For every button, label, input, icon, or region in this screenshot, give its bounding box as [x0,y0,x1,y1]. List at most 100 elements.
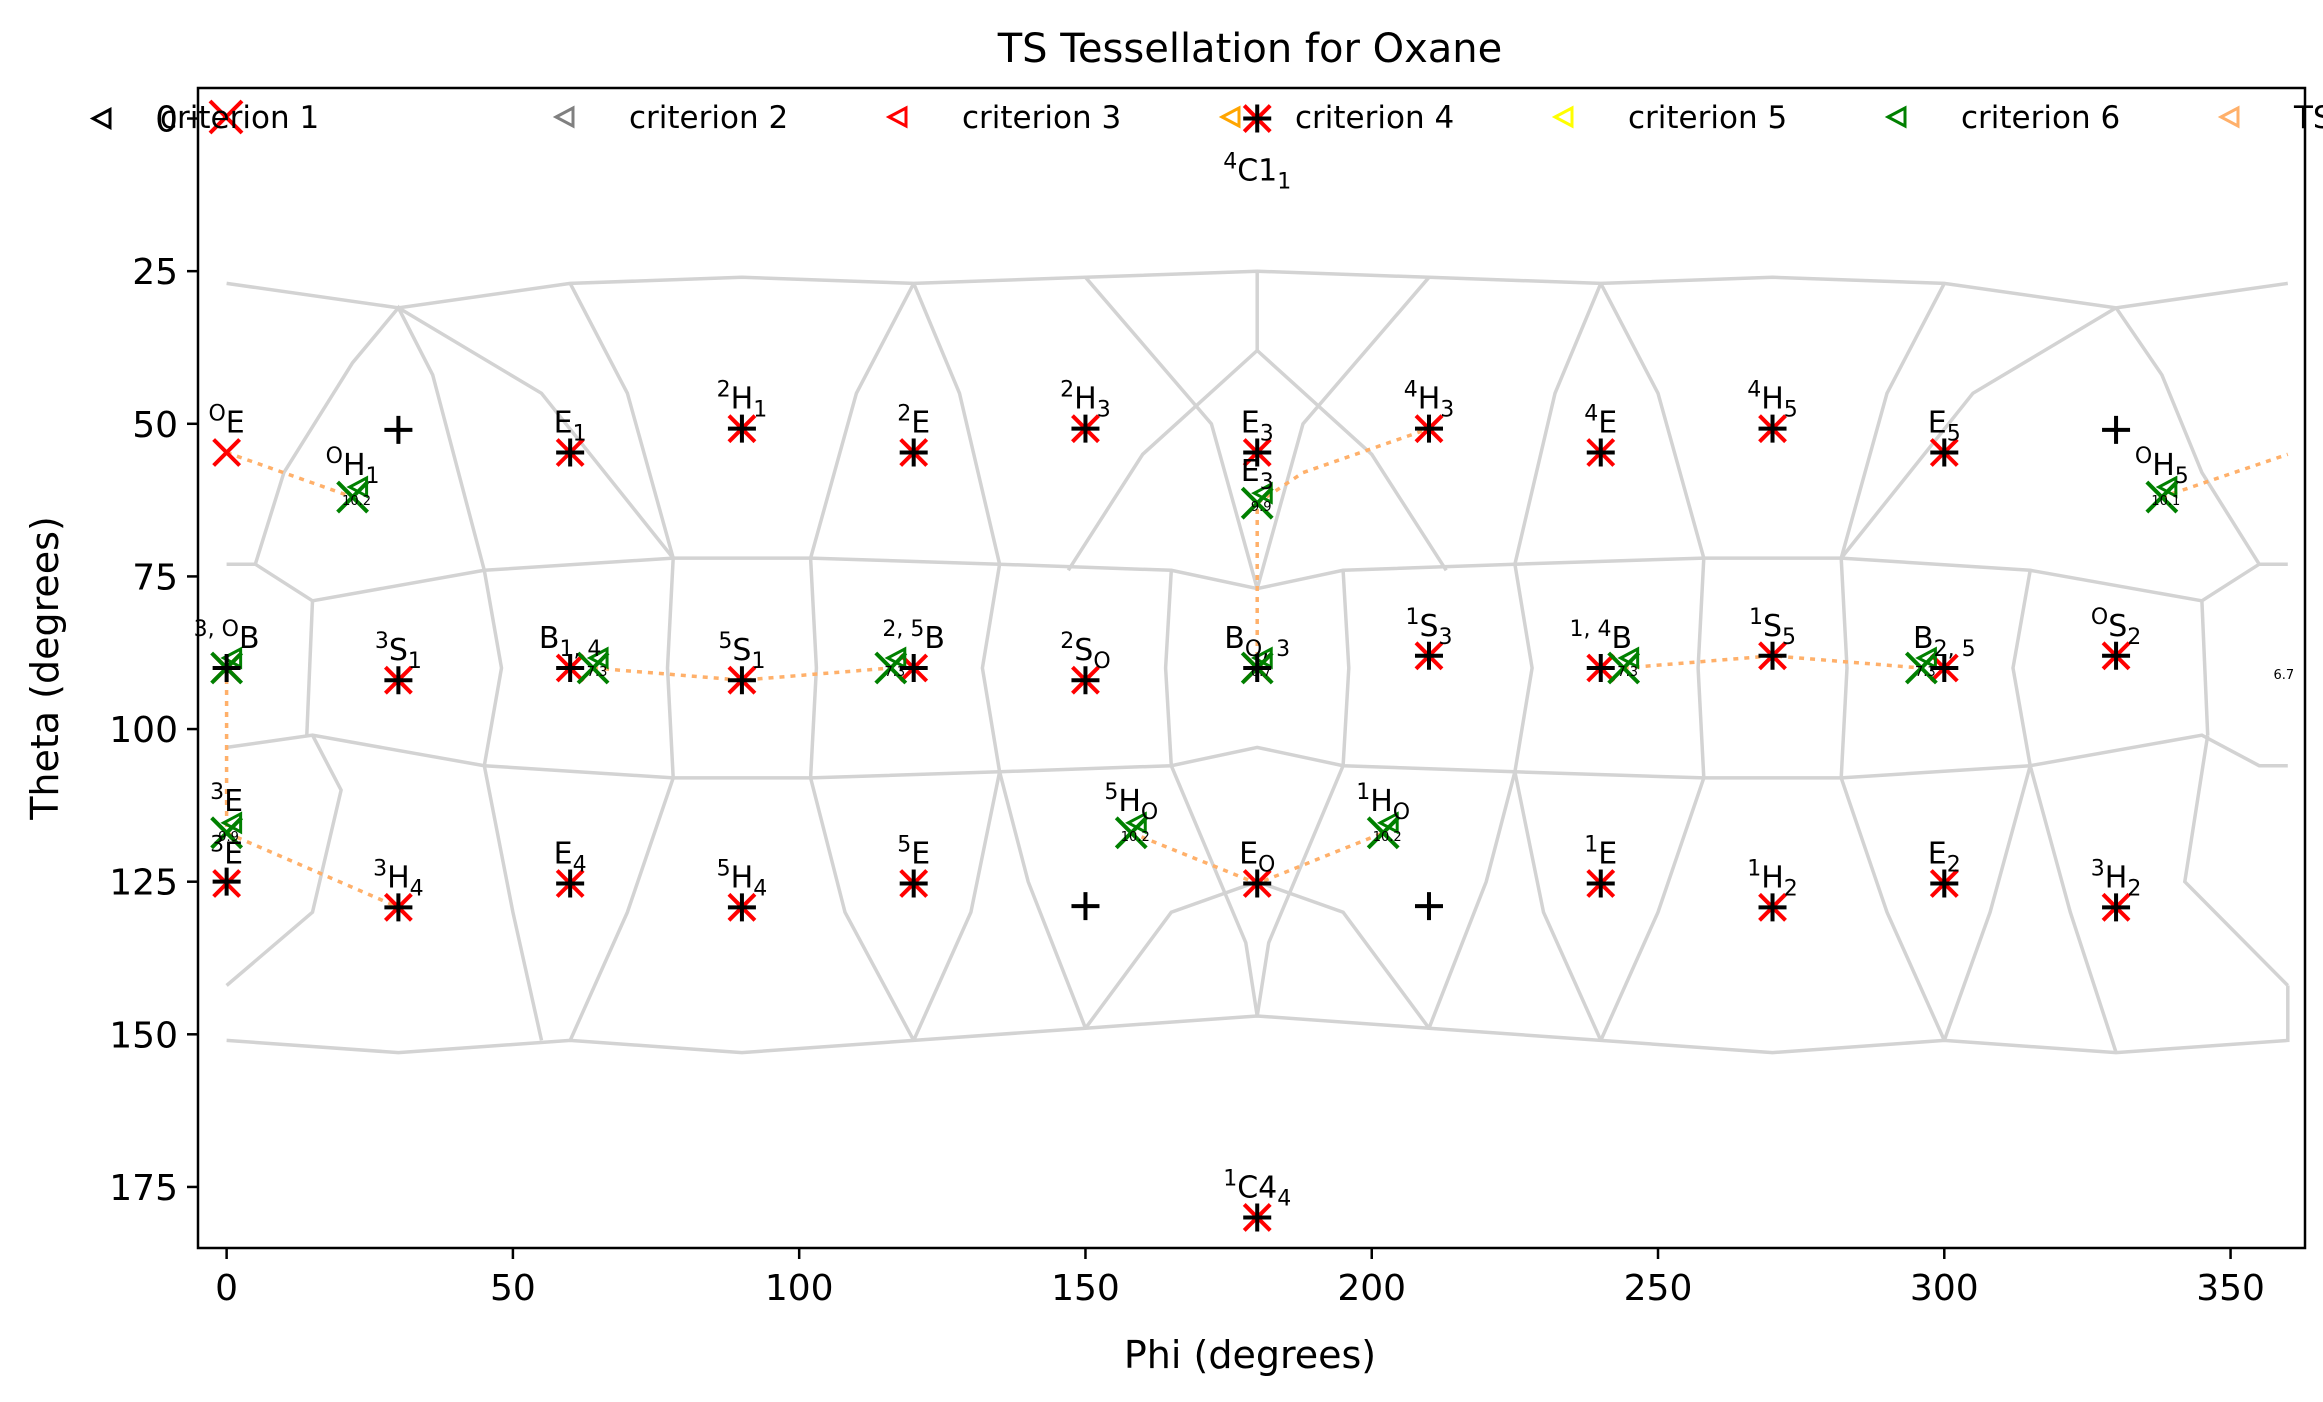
tessellation-line [305,600,315,736]
plus-marker [1758,414,1787,443]
tessellation-lines [225,269,2290,1055]
tessellation-line [2182,734,2290,987]
reference-label: 3, OB [194,617,260,656]
tessellation-line [1513,563,1534,773]
axis-triangle-marker [89,107,112,131]
y-tick-label: 125 [109,863,178,904]
plus-marker [727,414,756,443]
ts-point-triangle [1915,646,1937,670]
tessellation-line [568,777,675,1042]
ts-point [1240,486,1274,520]
plus-marker [1758,893,1787,922]
plus-marker [2102,893,2131,922]
reference-point [212,438,242,467]
reference-label: 3H2 [2091,856,2142,901]
ts-point-triangle [884,646,907,670]
tessellation-line [2011,569,2032,767]
tessellation-line [1839,777,1946,1042]
reference-label: 1C44 [1223,1166,1291,1211]
plus-marker [212,654,241,682]
tessellation-line [1599,282,1706,559]
x-axis: 0 50 100 150 200 250 300 350 [215,1248,2265,1309]
legend-label: criterion 3 [962,100,1121,136]
reference-label: B2, 5 [1913,621,1976,662]
tessellation-line [1066,349,1259,572]
plus-marker [1586,438,1615,467]
tessellation-line [226,985,2290,1055]
ts-energy-label: 9.9 [1251,500,1272,515]
ts-point [336,480,370,514]
ts-label: OH1 [326,444,380,489]
reference-label: B1, 4 [539,621,602,662]
reference-label: 2, 5B [882,617,945,656]
tessellation-line [1599,777,1706,1042]
plus-marker [1586,654,1615,682]
plus-marker [384,893,413,922]
ts-point [576,651,610,685]
reference-label: 1, 4B [1569,617,1632,656]
ts-path [1255,427,1430,668]
legend-label: criterion 6 [1961,100,2120,136]
plus-marker [556,654,585,682]
tessellation-line [1256,349,1448,572]
legend-marker [208,99,244,135]
ts-point-triangle [220,646,243,670]
plus-marker [1243,438,1272,467]
ts-point [1366,816,1400,850]
plus-marker [212,867,241,896]
reference-label: E3 [1241,405,1274,446]
tessellation-line [808,558,819,778]
x-tick-label: 350 [2196,1268,2265,1309]
plus-marker [1071,414,1100,443]
legend-marker [2217,105,2240,129]
ts-path [224,668,400,909]
reference-label: 3H4 [373,856,424,901]
tessellation-line [568,282,675,559]
tessellation-line [397,306,675,560]
tessellation-line [1084,276,1259,590]
tessellation-line [226,733,2288,780]
tessellation-line [1839,282,1946,559]
tessellation-line [1341,570,1351,766]
ts-energy-label: 10.2 [1121,830,1150,845]
ts-energy-label: 7.3 [1617,665,1638,680]
reference-label: 4H5 [1747,378,1798,423]
ts-label: OH5 [2135,444,2189,489]
reference-label: 2H3 [1060,378,1111,423]
legend-label: TS BMK [2293,100,2323,136]
ts-point-triangle [586,646,609,670]
ts-point [210,816,244,850]
y-axis-label: Theta (degrees) [23,516,67,821]
plus-marker [899,869,928,898]
x-tick-label: 100 [765,1268,834,1309]
reference-label: 3S1 [375,629,422,674]
reference-label: BO, 3 [1224,621,1290,662]
plus-marker [1758,641,1787,670]
plus-marker [1243,869,1272,898]
ts-point [2145,480,2179,514]
reference-label: OS2 [2091,605,2141,650]
y-tick-label: 50 [132,405,178,446]
reference-label: 5H4 [717,856,768,901]
plus-marker [1414,892,1443,921]
tessellation-line [1256,880,1431,1030]
reference-label: EO [1239,837,1275,878]
plus-marker [1243,654,1272,682]
plus-marker [1243,104,1272,133]
tessellation-line [1255,765,1345,1017]
ts-energy-label: 10.1 [2151,494,2180,509]
plus-marker [1930,654,1959,682]
reference-label: OE [208,401,244,440]
x-axis-label: Phi (degrees) [1124,1333,1376,1377]
reference-label: 4C11 [1223,150,1291,195]
legend-marker [1218,105,1241,129]
tessellation-line [912,282,1002,565]
ts-energy-label: 6.7 [1251,665,1272,680]
legend-marker [552,105,575,129]
ts-energy-label: 9.9 [218,830,239,845]
ts-energy-label: 6.7 [2273,668,2294,683]
ts-point [1114,816,1148,850]
tessellation-line [225,734,343,987]
plot-frame [196,86,2307,1250]
